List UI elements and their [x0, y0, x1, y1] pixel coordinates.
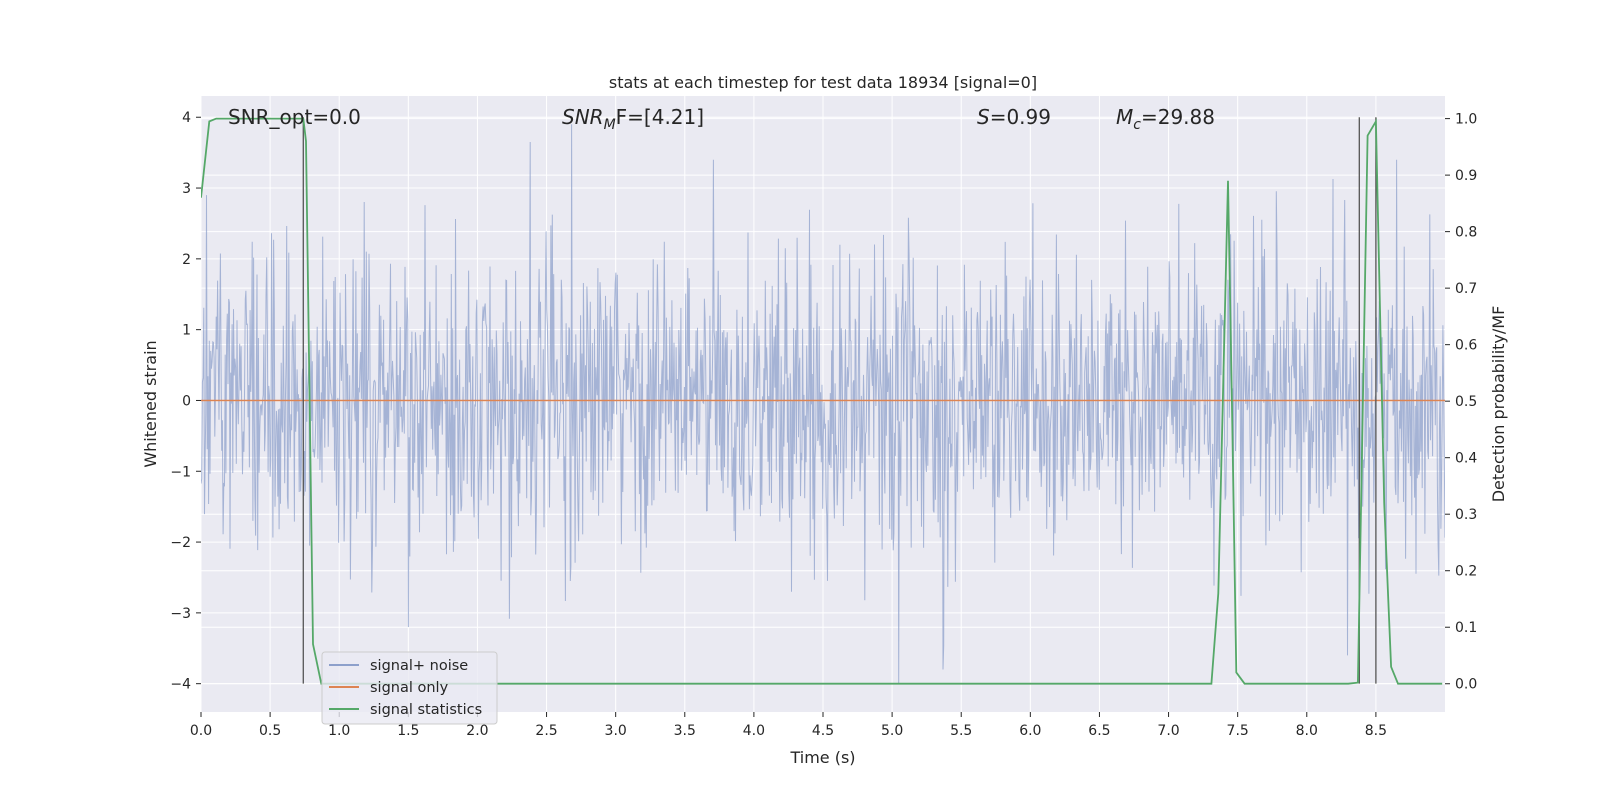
y-tick-label-right: 0.7: [1455, 281, 1477, 297]
annotation-mc-symbol: M: [1116, 105, 1133, 129]
y-tick-label-left: −3: [170, 606, 191, 622]
y-axis-label-right: Detection probability/MF: [1489, 306, 1508, 503]
x-tick-label: 5.5: [950, 723, 972, 739]
y-tick-label-left: 1: [182, 323, 191, 339]
y-tick-label-left: −1: [170, 464, 191, 480]
x-tick-label: 8.0: [1296, 723, 1318, 739]
x-tick-label: 1.0: [328, 723, 350, 739]
signal-plus-noise-line: [201, 124, 1445, 684]
y-tick-label-right: 0.1: [1455, 620, 1477, 636]
signal-statistics-line: [201, 117, 1443, 685]
y-axis-label-left: Whitened strain: [141, 340, 160, 467]
y-tick-label-left: 2: [182, 252, 191, 268]
y-tick-label-left: 4: [182, 110, 191, 126]
y-tick-label-right: 0.3: [1455, 507, 1477, 523]
legend-label-signal-plus-noise: signal+ noise: [370, 658, 468, 674]
series-signal-plus-noise: [201, 124, 1445, 684]
annotation-s: S=0.99: [977, 105, 1051, 129]
y-ticks-right: 1.0 0.9 0.8 0.7 0.6 0.5 0.4 0.3 0.2 0.1 0.0: [1445, 112, 1477, 693]
annotation-snr-mf-subscript: M: [604, 117, 616, 133]
y-tick-label-right: 0.5: [1455, 394, 1477, 410]
x-tick-label: 5.0: [881, 723, 903, 739]
y-tick-label-right: 0.8: [1455, 225, 1477, 241]
y-tick-label-right: 0.6: [1455, 338, 1477, 354]
legend-label-signal-statistics: signal statistics: [370, 702, 482, 718]
x-tick-label: 7.0: [1157, 723, 1179, 739]
y-tick-label-right: 1.0: [1455, 112, 1477, 128]
y-ticks-left: 4 3 2 1 0 −1 −2 −3 −4: [170, 110, 201, 693]
x-tick-label: 3.0: [605, 723, 627, 739]
legend: signal+ noise signal only signal statist…: [321, 651, 498, 725]
y-tick-label-right: 0.4: [1455, 451, 1477, 467]
x-tick-label: 0.0: [190, 723, 212, 739]
annotation-snr-mf: SNRMF=[4.21]: [562, 105, 704, 133]
x-ticks: 0.0 0.5 1.0 1.5 2.0 2.5 3.0 3.5 4.0 4.5 5.0 5.5 6.0 6…: [190, 712, 1387, 739]
y-tick-label-left: 0: [182, 393, 191, 409]
x-tick-label: 7.5: [1227, 723, 1249, 739]
legend-label-signal-only: signal only: [370, 680, 449, 696]
annotation-s-value: =0.99: [990, 105, 1051, 129]
x-tick-label: 1.5: [397, 723, 419, 739]
x-tick-label: 2.0: [466, 723, 488, 739]
annotation-snr-mf-value: F=[4.21]: [616, 105, 704, 129]
x-tick-label: 0.5: [259, 723, 281, 739]
y-tick-label-left: −4: [170, 677, 191, 693]
annotation-mc: Mc=29.88: [1116, 105, 1215, 133]
legend-frame: [321, 651, 498, 725]
y-tick-label-left: −2: [170, 535, 191, 551]
x-axis-label: Time (s): [789, 748, 855, 767]
annotation-mc-subscript: c: [1133, 117, 1141, 133]
annotation-s-symbol: S: [977, 105, 990, 129]
x-tick-label: 3.5: [674, 723, 696, 739]
x-tick-label: 4.5: [812, 723, 834, 739]
x-tick-label: 8.5: [1365, 723, 1387, 739]
x-tick-label: 4.0: [743, 723, 765, 739]
series-signal-statistics: [201, 117, 1443, 685]
x-tick-label: 2.5: [535, 723, 557, 739]
chart-title: stats at each timestep for test data 189…: [609, 73, 1037, 92]
annotation-snr-mf-symbol: SNR: [562, 105, 604, 129]
x-tick-label: 6.0: [1019, 723, 1041, 739]
y-tick-label-left: 3: [182, 181, 191, 197]
annotation-mc-value: =29.88: [1141, 105, 1215, 129]
y-tick-label-right: 0.9: [1455, 168, 1477, 184]
y-tick-label-right: 0.2: [1455, 564, 1477, 580]
x-tick-label: 6.5: [1088, 723, 1110, 739]
annotation-snr-opt: SNR_opt=0.0: [228, 105, 361, 129]
y-tick-label-right: 0.0: [1455, 677, 1477, 693]
